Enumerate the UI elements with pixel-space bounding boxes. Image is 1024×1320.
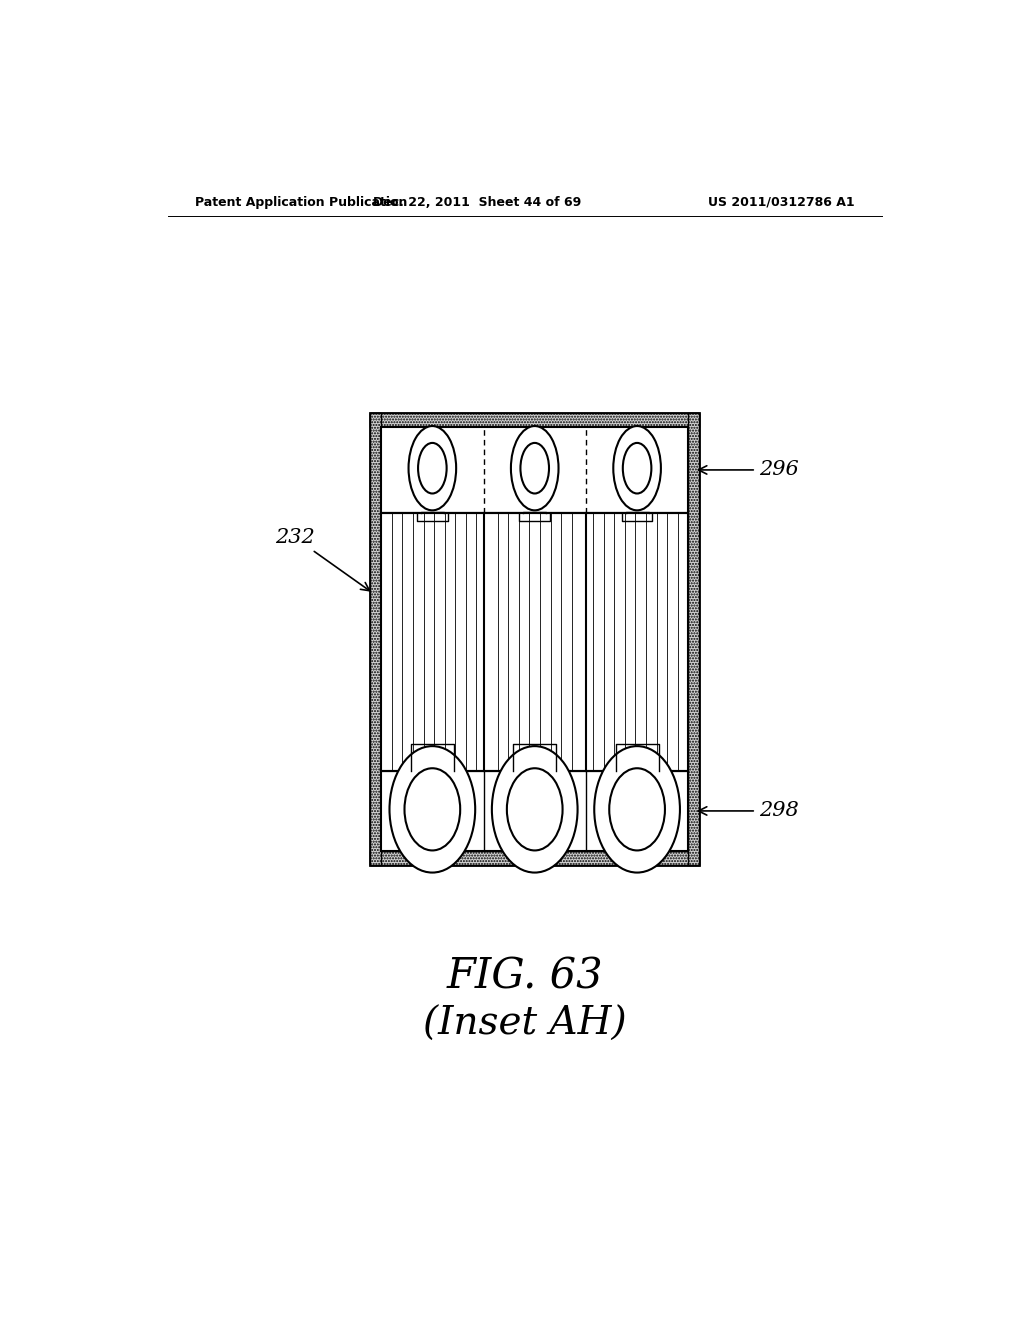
Text: Patent Application Publication: Patent Application Publication bbox=[196, 195, 408, 209]
Text: 232: 232 bbox=[274, 528, 370, 591]
Text: 296: 296 bbox=[698, 461, 799, 479]
Ellipse shape bbox=[418, 444, 446, 494]
Ellipse shape bbox=[389, 746, 475, 873]
Bar bbox=[370, 850, 699, 865]
Bar bbox=[688, 413, 699, 865]
Bar bbox=[370, 413, 381, 865]
Ellipse shape bbox=[409, 426, 456, 511]
Text: US 2011/0312786 A1: US 2011/0312786 A1 bbox=[708, 195, 854, 209]
Text: FIG. 63: FIG. 63 bbox=[446, 956, 603, 998]
Ellipse shape bbox=[594, 746, 680, 873]
Ellipse shape bbox=[623, 444, 651, 494]
Ellipse shape bbox=[520, 444, 549, 494]
Bar bbox=[381, 771, 688, 850]
Ellipse shape bbox=[609, 768, 665, 850]
Text: (Inset AH): (Inset AH) bbox=[423, 1006, 627, 1043]
Ellipse shape bbox=[507, 768, 562, 850]
Bar bbox=[381, 513, 688, 771]
Bar bbox=[370, 413, 699, 865]
Bar bbox=[370, 413, 699, 426]
Ellipse shape bbox=[511, 426, 558, 511]
Ellipse shape bbox=[492, 746, 578, 873]
Bar bbox=[381, 426, 688, 513]
Ellipse shape bbox=[404, 768, 460, 850]
Text: Dec. 22, 2011  Sheet 44 of 69: Dec. 22, 2011 Sheet 44 of 69 bbox=[373, 195, 582, 209]
Ellipse shape bbox=[613, 426, 660, 511]
Text: 298: 298 bbox=[698, 801, 799, 821]
